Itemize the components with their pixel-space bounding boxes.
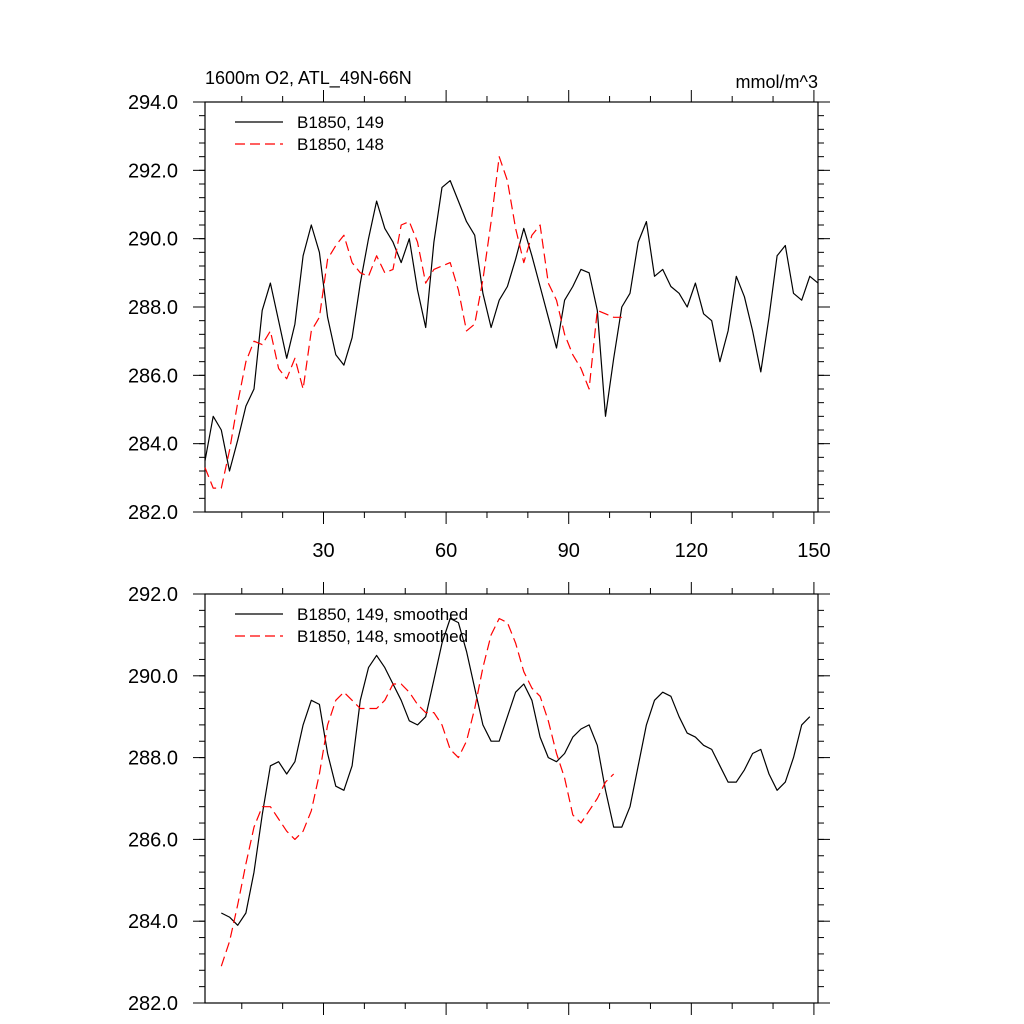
series-line-2 (204, 156, 622, 489)
panel-2: 282.0 284.0 286.0 288.0 290.0 292.0 B1850, 149… (128, 582, 830, 1015)
series-line-1 (204, 180, 819, 472)
y-tick-label: 288.0 (128, 748, 178, 770)
y-tick-label: 282.0 (128, 993, 178, 1015)
y-tick-label: 292.0 (128, 584, 178, 606)
legend-label-1: B1850, 149 (297, 113, 384, 132)
legend-label-2: B1850, 148 (297, 135, 384, 154)
y-tick-label: 290.0 (128, 666, 178, 688)
x-tick-label: 30 (312, 540, 334, 562)
y-tick-label: 282.0 (128, 502, 178, 524)
y-tick-label: 284.0 (128, 911, 178, 933)
plot-frame (204, 593, 819, 1004)
y-tick-label: 292.0 (128, 160, 178, 182)
y-tick-label: 294.0 (128, 92, 178, 114)
series-line-1 (221, 617, 811, 926)
legend-label-1: B1850, 149, smoothed (297, 605, 468, 624)
x-tick-label: 60 (435, 540, 457, 562)
series-line-2 (220, 617, 615, 967)
chart-title: 1600m O2, ATL_49N-66N (205, 68, 412, 89)
y-tick-label: 286.0 (128, 829, 178, 851)
y-tick-label: 286.0 (128, 365, 178, 387)
panel-1: 30 60 90 120 150 282.0 284.0 286.0 288.0 290.0 292… (128, 68, 831, 562)
x-tick-label: 150 (797, 540, 830, 562)
y-tick-label: 290.0 (128, 229, 178, 251)
units-label: mmol/m^3 (736, 72, 818, 92)
y-tick-label: 284.0 (128, 434, 178, 456)
y-tick-label: 288.0 (128, 297, 178, 319)
x-tick-label: 90 (558, 540, 580, 562)
legend-label-2: B1850, 148, smoothed (297, 627, 468, 646)
x-tick-label: 120 (675, 540, 708, 562)
